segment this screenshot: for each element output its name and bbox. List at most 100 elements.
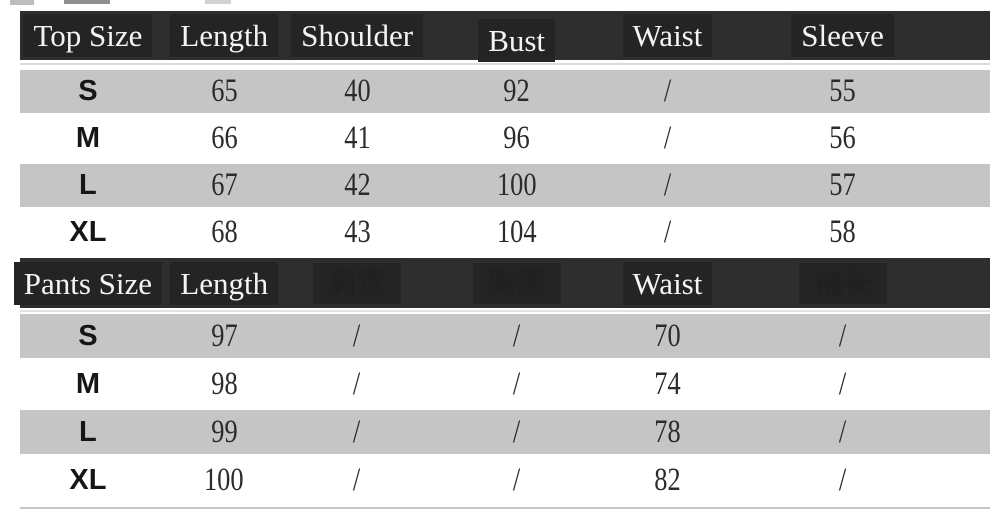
- value-cell: /: [293, 360, 422, 408]
- table-row-m: M 66 41 96 / 56: [20, 115, 990, 162]
- waist-value: /: [663, 214, 672, 250]
- value-cell: 43: [293, 209, 422, 256]
- column-header-length: Length: [170, 14, 279, 57]
- shoulder-value: 40: [343, 73, 371, 109]
- value-cell: /: [422, 314, 612, 358]
- value-cell: 56: [723, 115, 990, 162]
- header-cell: Length: [156, 11, 293, 60]
- size-label: S: [78, 319, 98, 352]
- table-row-xl: XL 68 43 104 / 58: [20, 209, 990, 256]
- header-cell: 袖长: [723, 258, 990, 308]
- value-cell: 98: [156, 360, 293, 408]
- value-cell: 65: [156, 70, 293, 113]
- length-value: 68: [210, 214, 238, 250]
- length-value: 97: [210, 317, 238, 354]
- bust-value: 104: [496, 214, 537, 250]
- column-header-waist: Waist: [622, 14, 713, 57]
- artifact-mark: [205, 0, 231, 4]
- value-cell: 100: [156, 456, 293, 504]
- waist-value: 74: [654, 365, 681, 402]
- value-cell: /: [612, 115, 724, 162]
- na-value: /: [838, 317, 847, 354]
- size-cell: M: [20, 360, 156, 408]
- value-cell: 57: [723, 164, 990, 207]
- value-cell: /: [293, 314, 422, 358]
- length-value: 100: [204, 461, 244, 498]
- size-label: L: [79, 415, 97, 448]
- value-cell: /: [293, 456, 422, 504]
- value-cell: /: [293, 410, 422, 454]
- shoulder-value: 41: [343, 120, 371, 156]
- na-value: /: [353, 317, 361, 354]
- bottom-divider: [20, 507, 990, 509]
- table-row-l: L 67 42 100 / 57: [20, 162, 990, 209]
- column-header-shoulder: Shoulder: [291, 14, 424, 57]
- value-cell: /: [612, 70, 724, 113]
- table-row-xl: XL 100 / / 82 /: [20, 456, 990, 504]
- table-row-s: S 65 40 92 / 55: [20, 68, 990, 115]
- value-cell: /: [422, 456, 612, 504]
- header-cell: 肩宽: [293, 258, 422, 308]
- top-size-table: Top Size Length Shoulder Bust Waist Slee…: [20, 11, 990, 256]
- size-label: XL: [69, 216, 107, 248]
- header-cell: Shoulder: [291, 11, 424, 60]
- waist-value: /: [663, 73, 672, 109]
- size-label: XL: [69, 463, 107, 496]
- length-value: 98: [210, 365, 238, 402]
- header-cell: 胸围: [422, 258, 612, 308]
- na-value: /: [838, 413, 847, 450]
- value-cell: 82: [612, 456, 724, 504]
- value-cell: 92: [422, 70, 612, 113]
- shoulder-value: 43: [343, 214, 371, 250]
- waist-value: 78: [654, 413, 681, 450]
- covered-text-remnant: 肩宽: [328, 265, 387, 300]
- value-cell: /: [723, 456, 990, 504]
- header-cell: Top Size: [20, 11, 156, 60]
- length-value: 66: [210, 120, 238, 156]
- size-label: M: [75, 122, 100, 154]
- na-value: /: [353, 413, 361, 450]
- value-cell: /: [723, 410, 990, 454]
- shoulder-value: 42: [343, 167, 371, 203]
- value-cell: 97: [156, 314, 293, 358]
- table-row-l: L 99 / / 78 /: [20, 408, 990, 456]
- na-value: /: [512, 317, 521, 354]
- covered-label-box: 胸围: [472, 262, 561, 304]
- size-cell: XL: [20, 209, 156, 256]
- size-label: L: [79, 169, 97, 201]
- header-cell: Pants Size: [13, 258, 163, 308]
- value-cell: /: [612, 164, 724, 207]
- value-cell: /: [723, 314, 990, 358]
- size-cell: L: [20, 164, 156, 207]
- column-header-pants-size: Pants Size: [13, 261, 163, 305]
- value-cell: 74: [612, 360, 724, 408]
- covered-label-box: 肩宽: [313, 262, 402, 304]
- pants-table-header-row: Pants Size Length 肩宽 胸围 Waist 袖长: [13, 258, 990, 308]
- value-cell: 67: [156, 164, 293, 207]
- table-row-s: S 97 / / 70 /: [20, 312, 990, 360]
- pants-size-table: Pants Size Length 肩宽 胸围 Waist 袖长 S 97 / …: [13, 258, 990, 504]
- na-value: /: [512, 365, 521, 402]
- header-cell: Length: [156, 258, 293, 308]
- value-cell: 55: [723, 70, 990, 113]
- na-value: /: [353, 461, 361, 498]
- artifact-mark: [10, 0, 34, 5]
- covered-text-remnant: 胸围: [487, 265, 546, 300]
- length-value: 67: [210, 167, 238, 203]
- value-cell: 96: [422, 115, 612, 162]
- waist-value: 70: [654, 317, 681, 354]
- bust-value: 92: [503, 73, 530, 109]
- column-header-waist: Waist: [622, 261, 713, 305]
- value-cell: 100: [422, 164, 612, 207]
- header-cell: Sleeve: [723, 11, 990, 60]
- size-cell: M: [20, 115, 156, 162]
- value-cell: /: [723, 360, 990, 408]
- value-cell: /: [612, 209, 724, 256]
- column-header-sleeve: Sleeve: [791, 14, 894, 57]
- value-cell: 58: [723, 209, 990, 256]
- waist-value: 82: [654, 461, 681, 498]
- size-cell: S: [20, 70, 156, 113]
- value-cell: /: [422, 410, 612, 454]
- sleeve-value: 58: [829, 214, 856, 250]
